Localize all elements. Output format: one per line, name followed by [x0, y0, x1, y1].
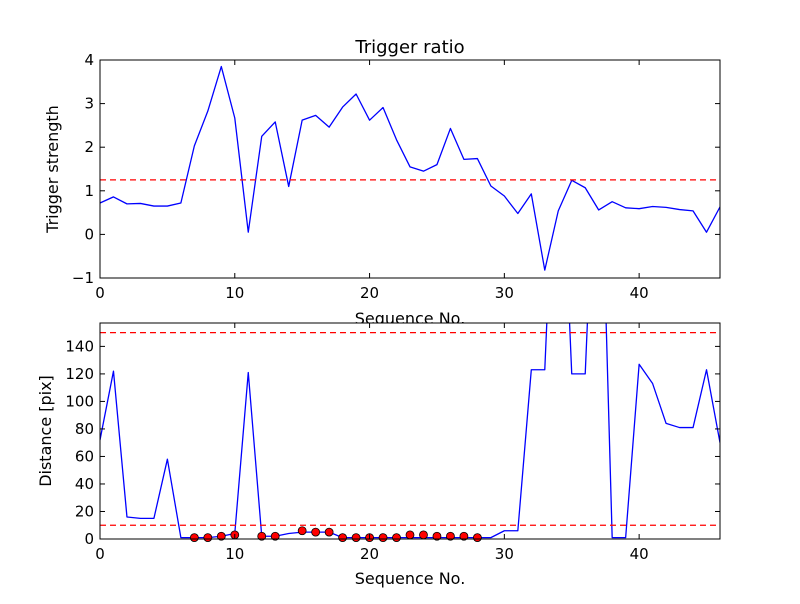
bottom-marker-point	[216, 531, 226, 541]
top-series-line-0	[100, 65, 720, 271]
bottom-y-tick-label: 120	[65, 365, 94, 383]
bottom-y-tick-label: 0	[84, 530, 94, 548]
top-x-tick-label: 20	[360, 284, 379, 302]
top-x-tick-label: 30	[495, 284, 514, 302]
bottom-x-tick-label: 20	[360, 545, 379, 563]
top-x-tick-label: 40	[630, 284, 649, 302]
bottom-y-tick-label: 140	[65, 337, 94, 355]
bottom-y-tick-label: 20	[75, 502, 94, 520]
top-data-group	[100, 65, 720, 271]
bottom-axes-background	[100, 323, 720, 539]
bottom-marker-point	[392, 533, 401, 543]
top-y-tick-label: 0	[84, 225, 94, 243]
top-x-tick-label: 10	[225, 284, 244, 302]
bottom-x-axis-label: Sequence No.	[355, 569, 466, 588]
bottom-marker-point	[351, 533, 361, 543]
bottom-y-tick-label: 80	[75, 420, 94, 438]
bottom-y-tick-label: 100	[65, 392, 94, 410]
bottom-x-tick-label: 10	[225, 545, 244, 563]
bottom-y-tick-label: 60	[75, 447, 94, 465]
top-axes-frame	[99, 59, 721, 279]
bottom-marker-point	[338, 533, 348, 543]
bottom-marker-point	[297, 526, 307, 536]
bottom-marker-point	[203, 533, 213, 543]
top-panel: Trigger ratio Trigger strength Sequence …	[43, 37, 721, 328]
bottom-axes-frame	[99, 322, 721, 540]
top-x-tick-label: 0	[95, 284, 105, 302]
bottom-x-tick-label: 0	[95, 545, 105, 563]
bottom-marker-point	[446, 531, 455, 541]
bottom-x-tick-label: 30	[495, 545, 514, 563]
bottom-marker-point	[405, 530, 415, 540]
bottom-marker-point	[419, 530, 428, 540]
bottom-marker-point	[324, 527, 334, 537]
top-y-tick-label: 2	[84, 138, 94, 156]
bottom-marker-point	[270, 531, 280, 541]
bottom-marker-point	[472, 533, 482, 543]
top-y-axis-label: Trigger strength	[43, 105, 62, 234]
top-y-tick-label: 1	[84, 182, 94, 200]
top-chart-title: Trigger ratio	[354, 37, 464, 58]
bottom-marker-point	[459, 531, 469, 541]
bottom-y-axis-label: Distance [pix]	[36, 375, 55, 487]
bottom-marker-point	[311, 527, 321, 537]
top-y-tick-label: −1	[72, 269, 94, 287]
bottom-marker-point	[189, 533, 199, 543]
top-y-tick-label: 4	[84, 51, 94, 69]
bottom-x-tick-label: 40	[630, 545, 649, 563]
bottom-panel: Distance [pix] Sequence No. 0 10 20 30 40 0 20…	[36, 322, 721, 588]
bottom-marker-point	[378, 533, 388, 543]
bottom-y-tick-label: 40	[75, 475, 94, 493]
bottom-marker-point	[257, 531, 267, 541]
bottom-marker-point	[432, 531, 442, 541]
top-y-tick-label: 3	[84, 95, 94, 113]
